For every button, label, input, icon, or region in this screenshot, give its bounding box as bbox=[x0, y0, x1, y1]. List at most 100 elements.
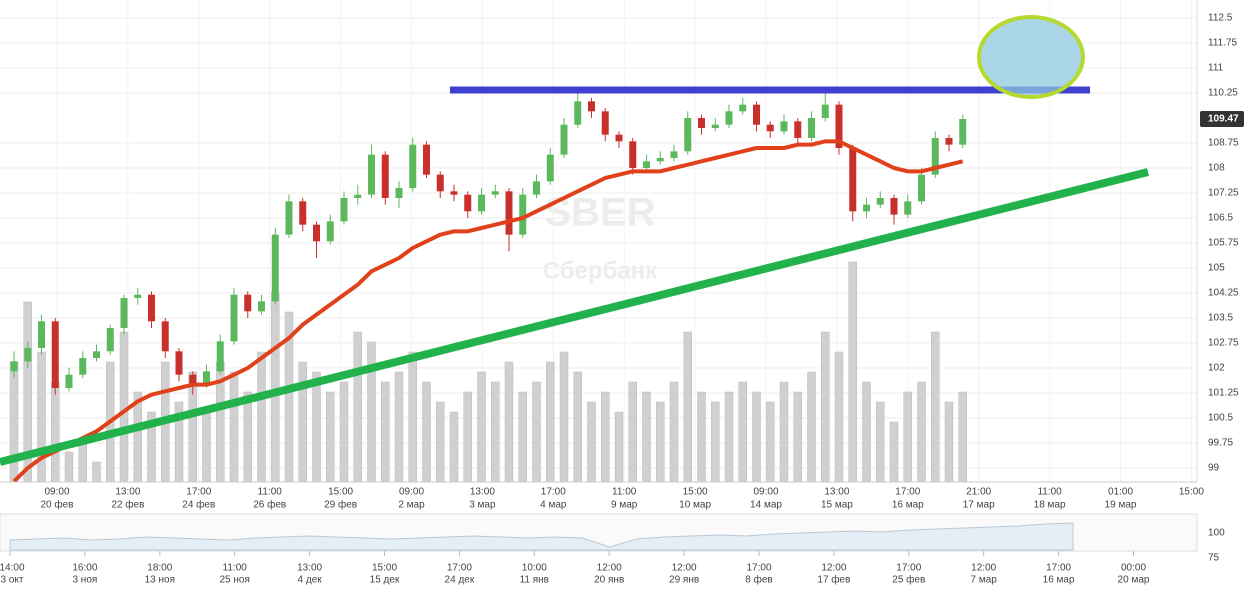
candle-body bbox=[244, 294, 252, 312]
navigator-x-label: 13 ноя bbox=[145, 575, 175, 586]
candle-body bbox=[161, 321, 169, 352]
candle-body bbox=[381, 154, 389, 198]
candle-body bbox=[849, 148, 857, 212]
y-tick-label: 107.25 bbox=[1208, 188, 1239, 199]
navigator-x-label: 14:00 bbox=[0, 563, 25, 574]
x-tick-label: 11:00 bbox=[612, 487, 637, 498]
candle-body bbox=[711, 124, 719, 128]
volume-bar bbox=[449, 411, 459, 482]
candle-body bbox=[271, 234, 279, 302]
candle-body bbox=[65, 374, 73, 388]
volume-bar bbox=[766, 401, 775, 482]
x-tick-label: 3 мар bbox=[469, 500, 496, 511]
volume-bar bbox=[92, 461, 101, 482]
candle-body bbox=[175, 351, 183, 375]
candle-body bbox=[629, 141, 637, 168]
candle-body bbox=[38, 321, 45, 348]
navigator-x-label: 3 окт bbox=[1, 575, 24, 586]
x-tick-label: 21:00 bbox=[966, 487, 991, 498]
candle-body bbox=[643, 161, 650, 168]
navigator-x-label: 15:00 bbox=[372, 563, 397, 574]
volume-bar bbox=[367, 341, 376, 482]
x-tick-label: 09:00 bbox=[753, 487, 778, 498]
navigator-y-tick-label: 100 bbox=[1208, 528, 1225, 539]
candle-body bbox=[368, 154, 375, 195]
candle-body bbox=[931, 138, 939, 175]
navigator-x-label: 11 янв bbox=[520, 575, 549, 586]
volume-bar bbox=[504, 361, 514, 482]
volume-bar bbox=[807, 371, 816, 482]
navigator-x-label: 24 дек bbox=[445, 575, 475, 586]
volume-bar bbox=[958, 391, 967, 482]
x-tick-label: 19 мар bbox=[1105, 500, 1137, 511]
volume-bar bbox=[601, 391, 610, 482]
navigator-x-label: 12:00 bbox=[971, 563, 996, 574]
navigator-x-label: 12:00 bbox=[597, 563, 622, 574]
volume-bar bbox=[779, 381, 789, 482]
candle-body bbox=[766, 124, 774, 132]
y-tick-label: 104.25 bbox=[1208, 288, 1239, 299]
x-tick-label: 01:00 bbox=[1108, 487, 1133, 498]
navigator-x-label: 18:00 bbox=[147, 563, 172, 574]
x-tick-label: 15:00 bbox=[683, 487, 708, 498]
navigator-y-tick-label: 75 bbox=[1208, 553, 1220, 564]
candle-body bbox=[890, 198, 898, 215]
volume-bar bbox=[202, 411, 211, 482]
y-tick-label: 105.75 bbox=[1208, 238, 1239, 249]
candle-body bbox=[10, 361, 18, 372]
x-tick-label: 10 мар bbox=[679, 500, 711, 511]
last-price-label: 109.47 bbox=[1208, 114, 1239, 125]
candle-body bbox=[546, 154, 554, 182]
x-tick-label: 24 фев bbox=[182, 499, 215, 511]
navigator-x-label: 20 мар bbox=[1118, 575, 1150, 586]
volume-bar bbox=[326, 391, 335, 482]
x-tick-label: 17:00 bbox=[895, 487, 920, 498]
x-tick-label: 17:00 bbox=[186, 487, 211, 498]
x-tick-label: 17 мар bbox=[963, 500, 995, 511]
volume-bar bbox=[614, 411, 624, 482]
navigator-x-label: 3 ноя bbox=[72, 575, 97, 586]
candle-body bbox=[395, 188, 403, 198]
candle-body bbox=[863, 204, 870, 212]
candle-body bbox=[739, 104, 747, 112]
x-tick-label: 16 мар bbox=[892, 500, 924, 511]
candle-body bbox=[588, 101, 595, 112]
candle-body bbox=[354, 194, 362, 198]
y-tick-label: 102.75 bbox=[1208, 338, 1239, 349]
candle-body bbox=[601, 111, 609, 135]
candle-body bbox=[821, 104, 829, 118]
target-ellipse bbox=[977, 15, 1085, 99]
x-tick-label: 2 мар bbox=[398, 500, 425, 511]
y-tick-label: 99.75 bbox=[1208, 438, 1233, 449]
navigator-area bbox=[9, 522, 1074, 551]
volume-bar bbox=[298, 361, 307, 482]
volume-bar bbox=[64, 451, 74, 482]
candle-body bbox=[464, 194, 472, 212]
x-tick-label: 15 мар bbox=[821, 500, 853, 511]
volume-bar bbox=[889, 421, 899, 482]
volume-bar bbox=[271, 291, 280, 482]
x-tick-label: 13:00 bbox=[470, 487, 495, 498]
volume-bar bbox=[862, 381, 871, 482]
navigator-x-label: 25 ноя bbox=[219, 575, 249, 586]
x-tick-label: 18 мар bbox=[1034, 500, 1066, 511]
volume-bar bbox=[752, 391, 761, 482]
volume-bar bbox=[573, 371, 582, 482]
volume-bar bbox=[23, 301, 32, 482]
volume-bar bbox=[147, 411, 156, 482]
x-tick-label: 15:00 bbox=[328, 487, 353, 498]
candle-body bbox=[258, 301, 265, 312]
candle-body bbox=[519, 194, 527, 235]
navigator-x-label: 25 фев bbox=[892, 574, 925, 586]
candle-body bbox=[959, 119, 967, 145]
navigator-x-label: 15 дек bbox=[370, 575, 400, 586]
candle-body bbox=[698, 118, 705, 128]
candle-body bbox=[51, 321, 59, 388]
volume-bar bbox=[711, 401, 720, 482]
y-tick-label: 105 bbox=[1208, 263, 1225, 274]
navigator-x-label: 4 дек bbox=[298, 575, 323, 586]
x-tick-label: 09:00 bbox=[399, 487, 424, 498]
candle-body bbox=[725, 111, 733, 125]
volume-bar bbox=[408, 351, 417, 482]
candle-body bbox=[24, 348, 32, 362]
